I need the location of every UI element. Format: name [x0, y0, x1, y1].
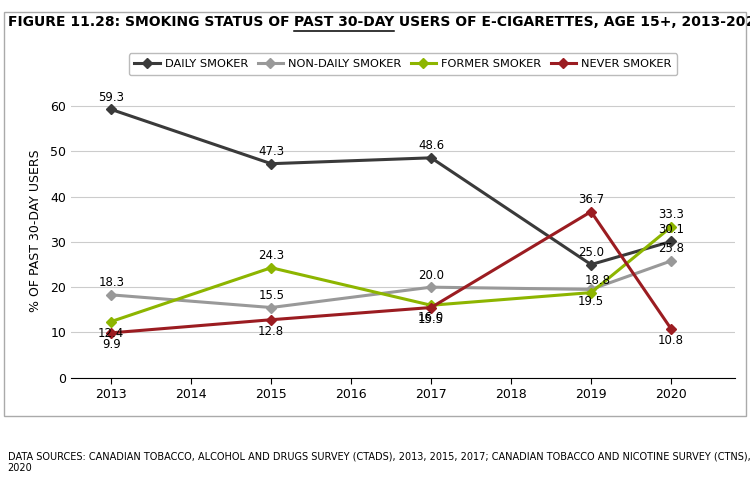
Text: 20.0: 20.0 [418, 269, 444, 282]
Text: 30.1: 30.1 [658, 223, 684, 236]
Text: 10.8: 10.8 [658, 334, 684, 348]
Text: 18.3: 18.3 [98, 276, 124, 289]
Text: 59.3: 59.3 [98, 91, 124, 104]
Y-axis label: % OF PAST 30-DAY USERS: % OF PAST 30-DAY USERS [29, 149, 42, 312]
Text: 48.6: 48.6 [418, 139, 444, 152]
Text: 12.4: 12.4 [98, 327, 124, 340]
Text: 25.0: 25.0 [578, 246, 604, 259]
Text: 15.5: 15.5 [418, 313, 444, 326]
Legend: DAILY SMOKER, NON-DAILY SMOKER, FORMER SMOKER, NEVER SMOKER: DAILY SMOKER, NON-DAILY SMOKER, FORMER S… [129, 54, 677, 75]
Text: 16.0: 16.0 [418, 311, 444, 324]
Text: 19.5: 19.5 [578, 295, 604, 308]
Text: 24.3: 24.3 [258, 249, 284, 262]
Text: 47.3: 47.3 [258, 145, 284, 158]
Text: 33.3: 33.3 [658, 208, 684, 221]
Text: 12.8: 12.8 [258, 326, 284, 338]
Text: USERS OF E-CIGARETTES, AGE 15+, 2013-2020: USERS OF E-CIGARETTES, AGE 15+, 2013-202… [394, 15, 750, 29]
Text: 36.7: 36.7 [578, 193, 604, 206]
Text: 18.8: 18.8 [585, 274, 611, 287]
Text: 15.5: 15.5 [258, 289, 284, 302]
Text: FIGURE 11.28: SMOKING STATUS OF: FIGURE 11.28: SMOKING STATUS OF [8, 15, 294, 29]
Text: 9.9: 9.9 [102, 338, 121, 351]
Text: DATA SOURCES: CANADIAN TOBACCO, ALCOHOL AND DRUGS SURVEY (CTADS), 2013, 2015, 20: DATA SOURCES: CANADIAN TOBACCO, ALCOHOL … [8, 452, 750, 473]
Text: PAST 30-DAY: PAST 30-DAY [294, 15, 394, 29]
Text: 25.8: 25.8 [658, 242, 684, 255]
